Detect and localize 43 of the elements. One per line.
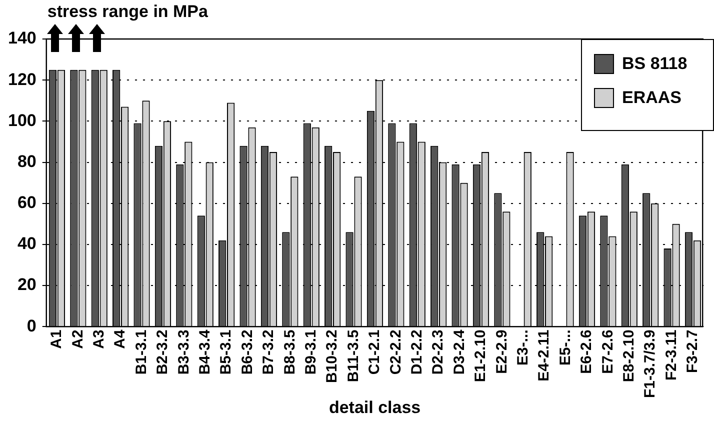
x-tick-label: A3 [90,330,108,349]
y-tick-label: 60 [17,193,36,212]
x-tick-label: A1 [48,330,66,349]
x-tick-label: E5-... [556,330,574,366]
x-tick-label: F2-3.11 [662,330,680,381]
legend-label: ERAAS [622,88,682,108]
y-tick-label: 0 [26,316,36,336]
x-tick-label: C2-2.2 [387,330,404,375]
y-tick-label: 100 [8,110,36,130]
x-tick-label: B9-3.1 [302,330,320,375]
x-tick-label: D3-2.4 [450,328,468,375]
x-tick-label: F1-3.7/3.9 [642,330,659,398]
y-tick-label: 80 [17,152,36,171]
x-tick-label: B10-3.2 [324,330,341,384]
x-tick-label: E1-2.10 [472,330,490,382]
x-tick-label: B7-3.2 [260,330,278,375]
x-tick-label: D1-2.2 [408,330,426,375]
x-tick-label: E2-2.9 [493,330,510,374]
x-tick-label: B11-3.5 [344,330,362,382]
x-tick-label: B6-3.2 [238,330,256,375]
y-tick-label: 140 [8,28,36,48]
x-tick-label: C1-2.1 [366,330,384,375]
x-tick-label: D2-2.3 [430,330,447,375]
legend-label: BS 8118 [622,54,688,74]
x-tick-label: E8-2.10 [620,330,638,382]
y-tick-label: 40 [17,234,36,254]
x-tick-label: B3-3.3 [175,330,192,375]
x-tick-label: A4 [112,328,129,349]
x-tick-label: B1-3.1 [132,330,150,375]
y-tick-label: 20 [17,275,36,294]
x-axis-title: detail class [328,398,421,418]
y-tick-label: 120 [8,70,36,89]
x-tick-label: E7-2.6 [599,330,616,374]
x-tick-label: E6-2.6 [578,330,596,374]
x-tick-label: B2-3.2 [154,330,172,375]
x-tick-label: B8-3.5 [281,330,298,375]
x-tick-label: B4-3.4 [196,328,214,375]
x-tick-label: E4-2.11 [536,330,553,382]
x-tick-label: E3-... [514,330,532,366]
x-tick-label: F3-2.7 [684,330,702,373]
x-tick-label: B5-3.1 [218,330,235,375]
y-axis-title: stress range in MPa [47,2,208,22]
x-tick-label: A2 [69,330,86,349]
